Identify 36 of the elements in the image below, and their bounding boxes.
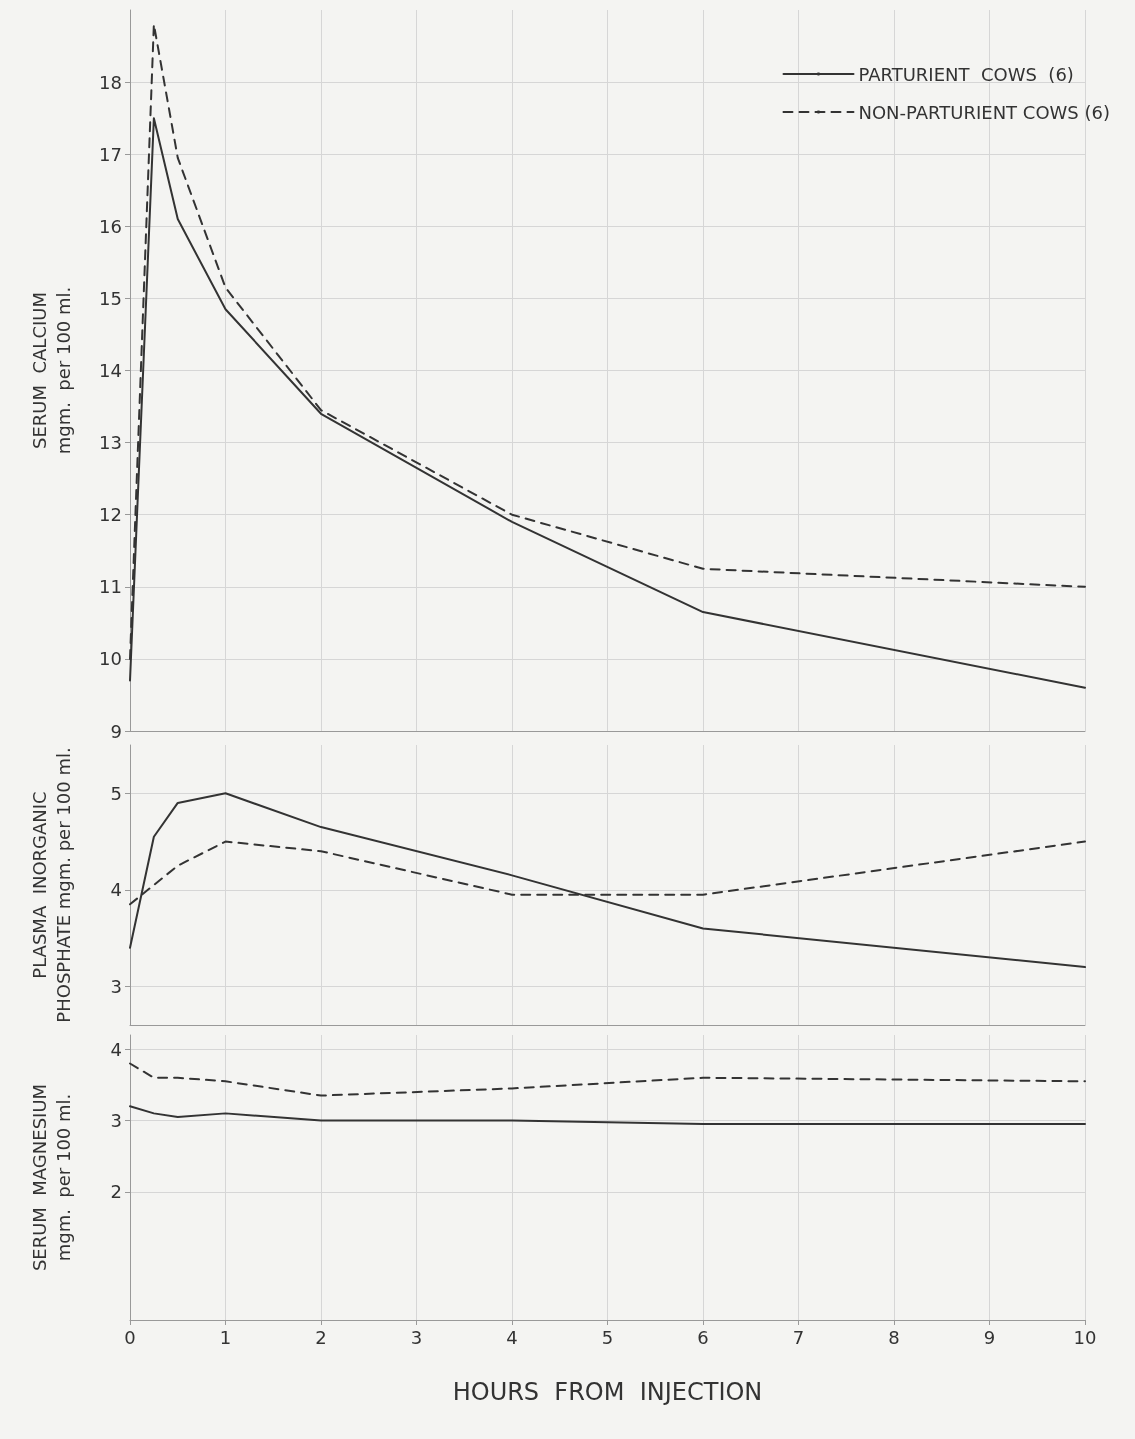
y-tick-label: 11 [99, 576, 122, 598]
y-tick-label: 9 [110, 720, 122, 742]
x-tick-label: 6 [697, 1326, 709, 1348]
y-tick-label: 2 [110, 1181, 122, 1203]
y-tick-label: 18 [99, 71, 122, 93]
x-tick-label: 5 [601, 1326, 614, 1348]
legend-label: NON-PARTURIENT COWS (6) [858, 101, 1111, 123]
x-tick-label: 9 [983, 1326, 996, 1348]
y-tick-label: 3 [110, 1110, 122, 1131]
y-tick-label: 12 [99, 504, 122, 526]
y-tick-label: 10 [99, 648, 122, 670]
y-tick-label: 5 [110, 782, 122, 804]
y-tick-label: 13 [99, 432, 122, 454]
y-tick-label: 14 [99, 360, 122, 381]
line-series [129, 1062, 1086, 1097]
line-series [129, 792, 1086, 969]
y-tick-label: 16 [99, 215, 122, 237]
y-tick-label: 4 [110, 879, 122, 901]
x-tick-label: 1 [219, 1326, 232, 1348]
x-tick-label: 7 [792, 1326, 805, 1348]
x-tick-label: 2 [315, 1326, 327, 1348]
x-tick-label: 10 [1073, 1326, 1097, 1348]
y-axis-title: SERUM CALCIUM mgm. per 100 ml. [28, 286, 74, 455]
y-tick-label: 4 [110, 1038, 122, 1060]
x-tick-label: 3 [410, 1326, 423, 1348]
y-tick-label: 17 [99, 143, 122, 165]
legend-label: PARTURIENT COWS (6) [858, 63, 1074, 85]
x-tick-label: 0 [124, 1326, 136, 1348]
x-tick-label: 4 [506, 1326, 518, 1348]
y-axis-title: SERUM MAGNESIUM mgm. per 100 ml. [28, 1083, 74, 1272]
y-tick-label: 3 [110, 975, 122, 997]
x-tick-label: 8 [888, 1326, 900, 1348]
x-axis-title: HOURS FROM INJECTION [452, 1378, 763, 1406]
y-axis-title: PLASMA INORGANIC PHOSPHATE mgm. per 100 ml. [28, 747, 74, 1023]
y-tick-label: 15 [99, 287, 122, 309]
line-series [129, 1105, 1086, 1126]
